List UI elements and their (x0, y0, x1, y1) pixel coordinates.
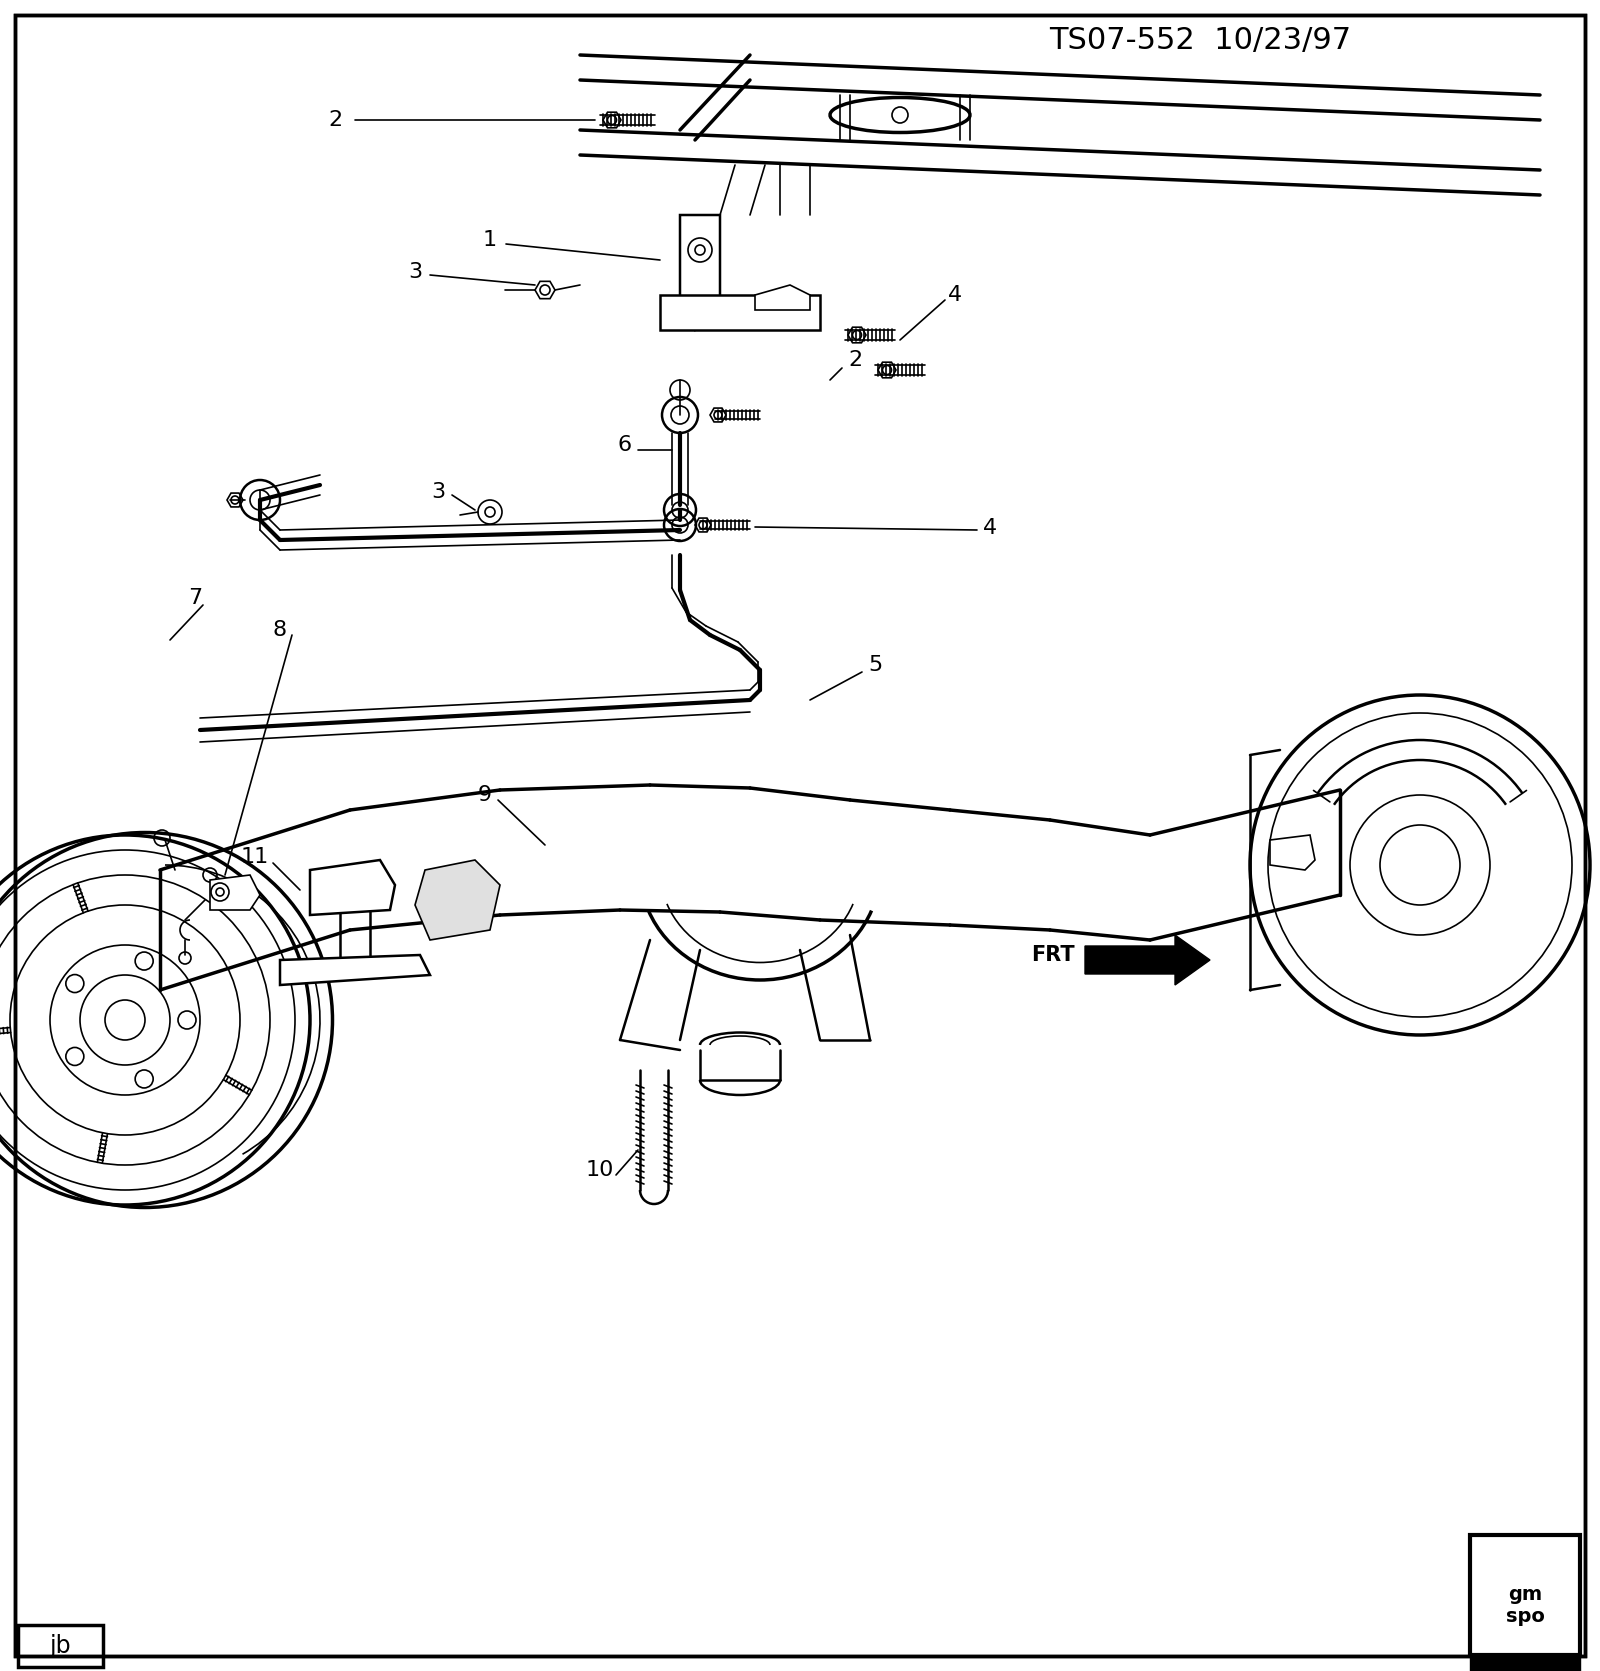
Polygon shape (414, 861, 499, 941)
Bar (1470, 1654, 1581, 1671)
Text: 3: 3 (430, 481, 445, 501)
Polygon shape (1270, 836, 1315, 871)
Polygon shape (310, 861, 395, 916)
Text: 2: 2 (848, 349, 862, 369)
Ellipse shape (1494, 1552, 1555, 1577)
Text: 7: 7 (187, 588, 202, 608)
Text: 11: 11 (242, 847, 269, 867)
Text: FRT: FRT (1032, 946, 1075, 964)
Text: 4: 4 (982, 518, 997, 538)
Text: TS07-552  10/23/97: TS07-552 10/23/97 (1050, 25, 1350, 55)
Text: 4: 4 (947, 286, 962, 306)
Polygon shape (755, 286, 810, 311)
Bar (1470, 1536, 1581, 1654)
Text: 6: 6 (618, 434, 632, 455)
Bar (18, 1624, 102, 1668)
Polygon shape (210, 876, 259, 911)
Text: 9: 9 (478, 785, 493, 805)
Text: 3: 3 (408, 262, 422, 282)
FancyArrow shape (1085, 936, 1210, 984)
Polygon shape (661, 296, 819, 329)
Polygon shape (680, 216, 720, 329)
Text: 2: 2 (328, 110, 342, 130)
Circle shape (106, 999, 146, 1039)
Text: 5: 5 (867, 655, 882, 675)
Text: 1: 1 (483, 231, 498, 251)
Text: 10: 10 (586, 1160, 614, 1180)
Text: jb: jb (50, 1634, 70, 1658)
Text: gm
spo: gm spo (1506, 1584, 1544, 1626)
Polygon shape (280, 956, 430, 984)
Text: 8: 8 (274, 620, 286, 640)
